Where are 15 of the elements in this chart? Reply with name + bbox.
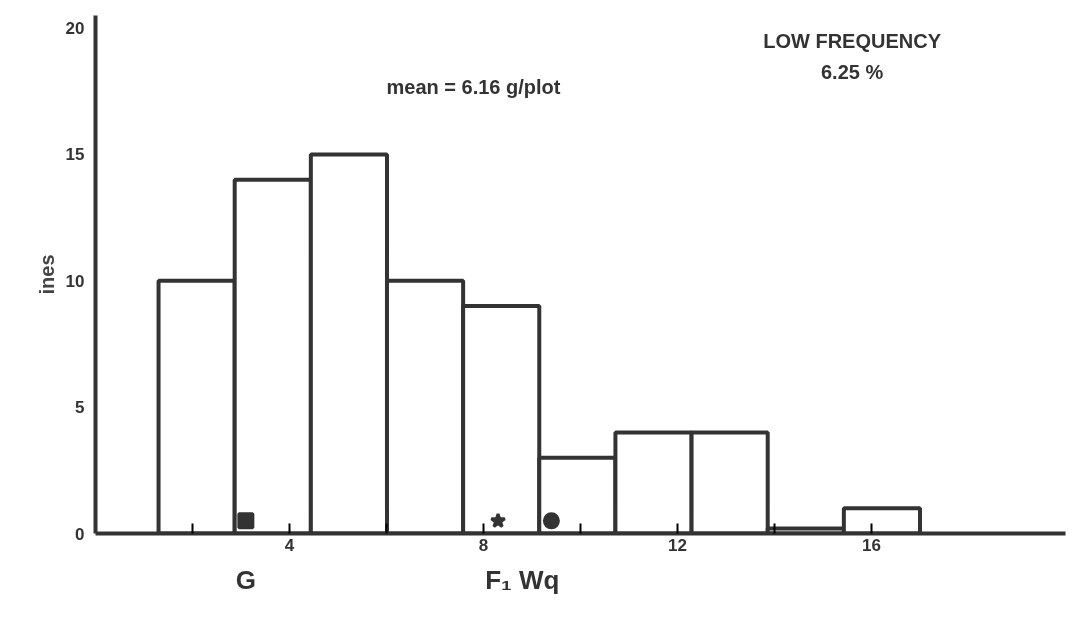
annotation: LOW FREQUENCY	[763, 29, 942, 52]
text: F₁ Wq	[485, 564, 560, 595]
annotation: mean = 6.16 g/plot	[386, 76, 561, 99]
annotation: 6.25 %	[820, 60, 884, 83]
y-tick-label: 5	[75, 398, 85, 418]
y-axis-title: ines	[35, 254, 58, 295]
x-tick-label: 4	[284, 535, 295, 555]
y-tick-label: 15	[65, 145, 85, 165]
x-tick-label: 12	[668, 535, 687, 555]
y-tick-label: 20	[65, 19, 85, 39]
y-tick-label: 10	[65, 271, 85, 291]
text: G	[235, 564, 256, 595]
x-tick-label: 16	[862, 535, 881, 555]
y-tick-label: 0	[75, 524, 85, 544]
x-tick-label: 8	[478, 535, 489, 555]
